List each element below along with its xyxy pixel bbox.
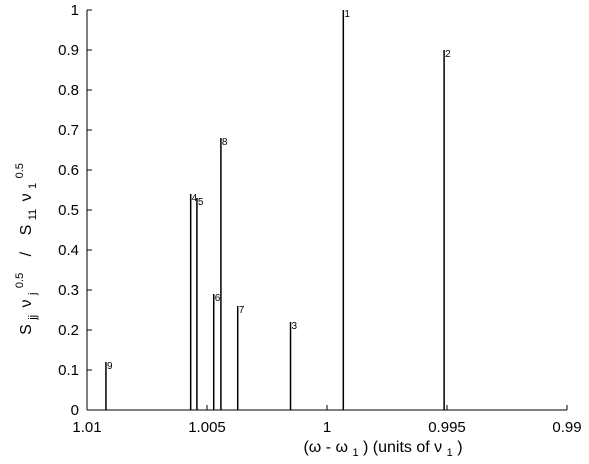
stem-label-9: 9	[107, 361, 113, 372]
y-tick-label: 0.1	[58, 362, 79, 379]
x-label-open: (ω - ω	[303, 439, 348, 456]
y-label-j: j	[27, 293, 39, 296]
y-tick-label: 0.2	[58, 322, 79, 339]
x-tick-label: 0.995	[428, 419, 466, 436]
stem-label-4: 4	[192, 193, 198, 204]
stem-label-6: 6	[215, 293, 221, 304]
y-label-s1: S	[18, 324, 35, 335]
stem-label-7: 7	[239, 305, 245, 316]
y-tick-label: 0.9	[58, 42, 79, 59]
x-axis-label: (ω - ω 1 ) (units of ν 1 )	[303, 439, 462, 460]
y-label-nu1: ν	[18, 299, 35, 307]
y-tick-label: 0.4	[58, 242, 79, 259]
y-label-jj: jj	[27, 315, 39, 321]
x-label-sub1: 1	[352, 447, 358, 459]
y-tick-label: 0.3	[58, 282, 79, 299]
x-label-mid: ) (units of ν	[363, 439, 442, 456]
stem-label-5: 5	[198, 197, 204, 208]
y-label-pow1: 0.5	[14, 273, 26, 288]
stem-label-1: 1	[344, 9, 350, 20]
y-label-one: 1	[27, 183, 39, 189]
y-tick-label: 0.7	[58, 122, 79, 139]
x-label-end: )	[457, 439, 462, 456]
stem-series	[105, 10, 445, 410]
x-tick-label: 1.005	[188, 419, 226, 436]
y-tick-label: 0	[71, 402, 79, 419]
x-label-sub2: 1	[447, 447, 453, 459]
y-tick-label: 0.5	[58, 202, 79, 219]
x-tick-label: 1.01	[72, 419, 101, 436]
stem-label-8: 8	[222, 137, 228, 148]
y-tick-label: 0.6	[58, 162, 79, 179]
y-tick-label: 1	[71, 2, 79, 19]
x-tick-label: 0.99	[552, 419, 581, 436]
axis-ticks: 0 0.1 0.2 0.3 0.4 0.5 0.6 0.7 0.8 0.9 1 1.01 1.005 1 0…	[58, 2, 581, 436]
y-label-sub11: 11	[27, 209, 39, 220]
y-axis-label: S jj ν j 0.5 / S 11 ν 1 0.5	[10, 163, 40, 335]
y-label-slash: /	[18, 251, 35, 256]
y-tick-label: 0.8	[58, 82, 79, 99]
stem-labels: 1 2 3 4 5 6 7 8 9	[107, 9, 451, 372]
y-label-pow2: 0.5	[14, 163, 26, 178]
x-tick-label: 1	[323, 419, 331, 436]
stem-label-2: 2	[445, 49, 451, 60]
stem-label-3: 3	[292, 321, 298, 332]
y-label-nu2: ν	[18, 193, 35, 201]
y-label-s2: S	[18, 225, 35, 236]
